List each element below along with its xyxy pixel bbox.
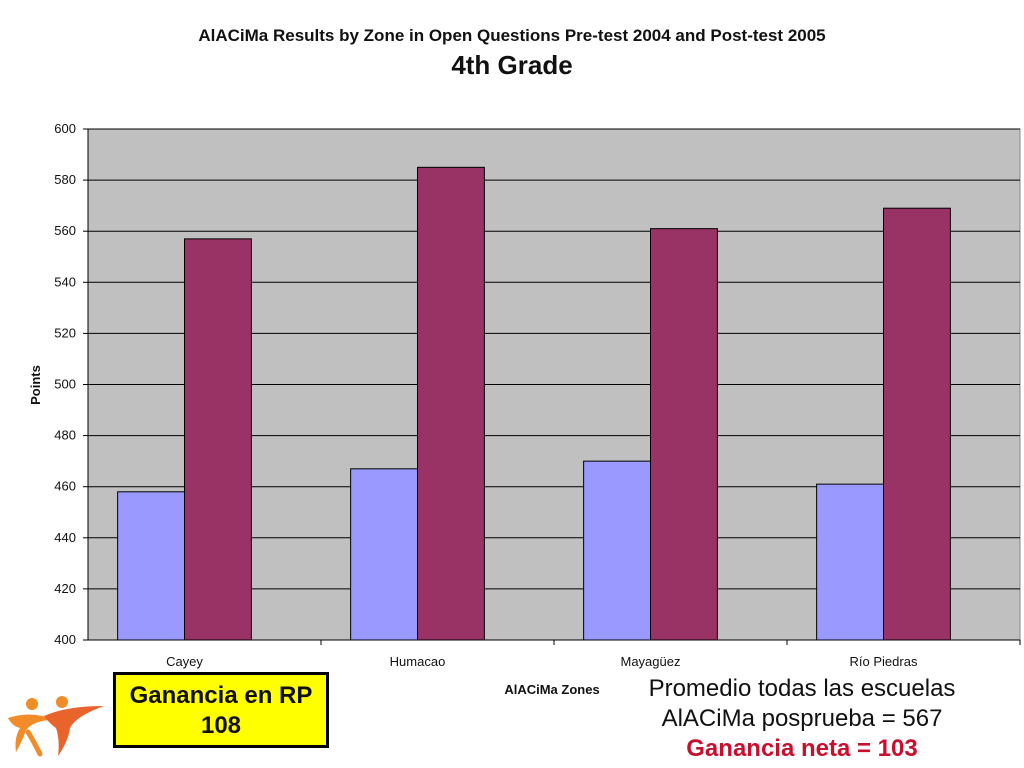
y-tick-label: 420	[54, 581, 76, 596]
bar-series2-r-o-piedras	[883, 207, 951, 641]
bar-series1-humacao	[350, 468, 418, 641]
y-tick-label: 600	[54, 121, 76, 136]
bar-series2-humacao	[417, 166, 485, 641]
x-axis-categories: Cayey Humacao Mayagüez Río Piedras	[166, 640, 1021, 669]
x-category-label: Río Piedras	[850, 654, 918, 669]
chart-subtitle: 4th Grade	[451, 50, 573, 80]
bar-chart: 400 420 440 460 480 500 520 540 560 580 600 Cayey H…	[28, 121, 1021, 697]
y-axis-ticks: 400 420 440 460 480 500 520 540 560 580 600	[54, 121, 88, 647]
gain-callout-line2: 108	[200, 712, 242, 739]
y-tick-label: 480	[54, 428, 76, 443]
people-logo-icon	[8, 696, 104, 757]
average-note-line1: Promedio todas las escuelas	[648, 675, 956, 702]
bar-series1-mayag-ez	[583, 460, 652, 641]
bar-series1-r-o-piedras	[816, 483, 885, 641]
x-category-label: Cayey	[166, 654, 203, 669]
y-tick-label: 540	[54, 274, 76, 289]
y-axis-title: Points	[28, 365, 43, 405]
net-gain-text: Ganancia neta = 103	[686, 735, 918, 762]
bar-series2-mayag-ez	[650, 228, 718, 641]
bar-series1-cayey	[117, 491, 185, 641]
x-category-label: Mayagüez	[621, 654, 681, 669]
y-tick-label: 440	[54, 530, 76, 545]
average-note: Promedio todas las escuelas AlACiMa posp…	[612, 674, 992, 764]
y-tick-label: 500	[54, 377, 76, 392]
bar-series2-cayey	[184, 238, 252, 641]
chart-title: AlACiMa Results by Zone in Open Question…	[198, 26, 826, 45]
gain-callout-line1: Ganancia en RP	[129, 682, 313, 709]
y-tick-label: 400	[54, 632, 76, 647]
y-tick-label: 520	[54, 325, 76, 340]
y-tick-label: 560	[54, 223, 76, 238]
y-tick-label: 460	[54, 479, 76, 494]
x-category-label: Humacao	[390, 654, 446, 669]
gain-callout-box: Ganancia en RP 108	[113, 672, 329, 748]
y-tick-label: 580	[54, 172, 76, 187]
average-note-line2: AlACiMa posprueba = 567	[661, 705, 943, 732]
bars	[117, 166, 951, 641]
x-axis-title: AlACiMa Zones	[504, 682, 599, 697]
